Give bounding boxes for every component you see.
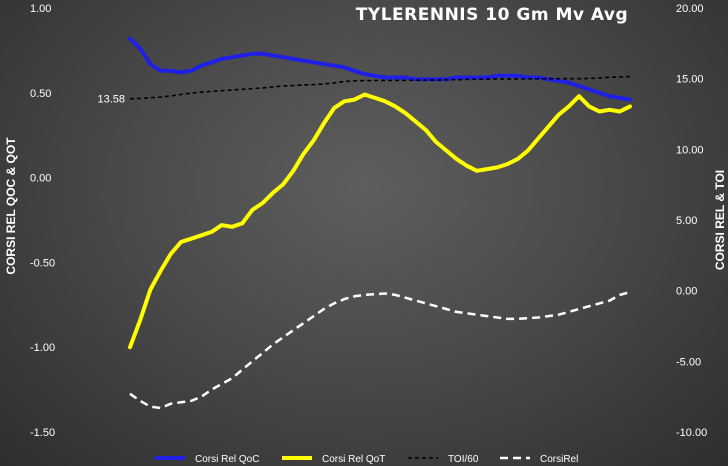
y-tick-left-0: 1.00 bbox=[30, 3, 51, 15]
data-label-0: 13.58 bbox=[97, 94, 125, 106]
legend-label-0: Corsi Rel QoC bbox=[195, 454, 259, 465]
y-tick-right-1: 15.00 bbox=[676, 74, 704, 86]
y-tick-right-2: 10.00 bbox=[676, 144, 704, 156]
y-tick-left-1: 0.50 bbox=[30, 88, 51, 100]
y-tick-right-6: -10.00 bbox=[676, 427, 707, 439]
series-line-corsi-rel-qoc bbox=[128, 36, 632, 102]
y-tick-right-3: 5.00 bbox=[676, 215, 697, 227]
legend-label-2: TOI/60 bbox=[448, 454, 479, 465]
series-line-corsi-rel-qot bbox=[128, 92, 632, 350]
y-axis-left-ticks: 1.00 0.50 0.00 -0.50 -1.00 -1.50 bbox=[30, 3, 55, 439]
chart-title: TYLERENNIS 10 Gm Mv Avg bbox=[356, 5, 628, 25]
y-tick-right-5: -5.00 bbox=[676, 356, 701, 368]
y-tick-right-0: 20.00 bbox=[676, 3, 704, 15]
y-tick-right-4: 0.00 bbox=[676, 286, 697, 298]
y-axis-right-ticks: 20.00 15.00 10.00 5.00 0.00 -5.00 -10.00 bbox=[676, 3, 707, 439]
y-tick-left-4: -1.00 bbox=[30, 342, 55, 354]
y-tick-left-2: 0.00 bbox=[30, 173, 51, 185]
legend-label-3: CorsiRel bbox=[540, 454, 578, 465]
y-tick-left-3: -0.50 bbox=[30, 257, 55, 269]
y-axis-title-left: CORSI REL QOC & QOT bbox=[4, 137, 18, 275]
series-line-corsirel bbox=[129, 290, 631, 410]
y-tick-left-5: -1.50 bbox=[30, 427, 55, 439]
legend-label-1: Corsi Rel QoT bbox=[322, 454, 385, 465]
y-axis-title-right: CORSI REL & TOI bbox=[713, 170, 727, 270]
annotation-layer: 13.58 bbox=[97, 94, 125, 106]
legend: Corsi Rel QoC Corsi Rel QoT TOI/60 CorsiRel bbox=[155, 454, 578, 465]
series-layer bbox=[128, 36, 632, 410]
